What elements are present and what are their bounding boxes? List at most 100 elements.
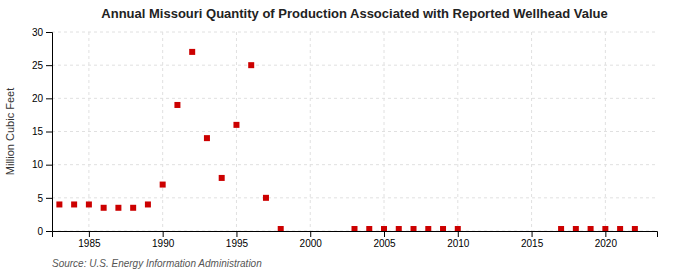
tick-mark bbox=[46, 231, 52, 232]
point bbox=[617, 226, 623, 231]
tick-mark bbox=[384, 231, 385, 237]
tick-label: 15 bbox=[32, 126, 44, 137]
point bbox=[263, 195, 269, 201]
point bbox=[588, 226, 594, 231]
point bbox=[278, 226, 284, 231]
point bbox=[86, 201, 92, 207]
grid-line-y bbox=[52, 131, 657, 132]
y-axis: 0 5 10 15 20 25 30 bbox=[32, 27, 53, 237]
point bbox=[632, 226, 638, 231]
tick-mark bbox=[46, 32, 52, 33]
tick: 2015 bbox=[521, 231, 544, 249]
tick: 1995 bbox=[226, 231, 249, 249]
point bbox=[602, 226, 608, 231]
grid-line-x bbox=[310, 32, 311, 231]
tick: 25 bbox=[32, 60, 52, 71]
tick-mark bbox=[310, 231, 311, 237]
tick: 1990 bbox=[152, 231, 175, 249]
tick-mark bbox=[236, 231, 237, 237]
axis-line bbox=[46, 33, 53, 232]
tick-mark bbox=[458, 231, 459, 237]
tick-mark bbox=[46, 65, 52, 66]
point bbox=[101, 205, 107, 211]
point bbox=[219, 175, 225, 181]
point bbox=[233, 122, 239, 128]
tick-mark bbox=[46, 198, 52, 199]
plot: 1985 1990 1995 2000 2005 2010 2015 2020 0 5 10 15 20… bbox=[32, 27, 658, 249]
tick-mark bbox=[46, 98, 52, 99]
point bbox=[425, 226, 431, 231]
tick-label: 1985 bbox=[78, 238, 101, 249]
point bbox=[455, 226, 461, 231]
tick: 20 bbox=[32, 93, 52, 104]
points bbox=[56, 49, 637, 231]
point bbox=[558, 226, 564, 231]
grid-line-x bbox=[531, 32, 532, 231]
grid-line-y bbox=[52, 197, 657, 198]
annotation: Source: U.S. Energy Information Administ… bbox=[52, 258, 262, 269]
point bbox=[115, 205, 121, 211]
point bbox=[396, 226, 402, 231]
y-axis-label: Million Cubic Feet bbox=[4, 88, 16, 175]
tick-mark bbox=[89, 231, 90, 237]
tick-mark bbox=[46, 132, 52, 133]
tick-label: 2020 bbox=[595, 238, 618, 249]
point bbox=[130, 205, 136, 211]
point bbox=[145, 201, 151, 207]
tick-label: 2015 bbox=[521, 238, 544, 249]
grid-line-x bbox=[236, 32, 237, 231]
tick-label: 2005 bbox=[373, 238, 396, 249]
tick: 1985 bbox=[78, 231, 101, 249]
point bbox=[189, 49, 195, 55]
tick-label: 2010 bbox=[447, 238, 470, 249]
tick-label: 5 bbox=[37, 193, 43, 204]
tick: 10 bbox=[32, 159, 52, 170]
grid-line-x bbox=[88, 32, 89, 231]
tick: 0 bbox=[37, 226, 52, 237]
grid bbox=[52, 32, 657, 231]
grid-line-y bbox=[52, 65, 657, 66]
tick: 2020 bbox=[595, 231, 618, 249]
chart: 1985 1990 1995 2000 2005 2010 2015 2020 0 5 10 15 20… bbox=[0, 0, 675, 275]
tick-label: 1990 bbox=[152, 238, 175, 249]
tick: 5 bbox=[37, 193, 52, 204]
axis-line bbox=[53, 232, 658, 238]
tick: 2000 bbox=[300, 231, 323, 249]
point bbox=[352, 226, 358, 231]
point bbox=[440, 226, 446, 231]
point bbox=[248, 62, 254, 68]
grid-line-x bbox=[384, 32, 385, 231]
grid-line-y bbox=[52, 98, 657, 99]
title: Annual Missouri Quantity of Production A… bbox=[101, 6, 607, 21]
point bbox=[573, 226, 579, 231]
point bbox=[204, 135, 210, 141]
grid-line-x bbox=[605, 32, 606, 231]
point bbox=[174, 102, 180, 108]
tick: 30 bbox=[32, 27, 52, 38]
grid-line-y bbox=[52, 32, 657, 33]
tick-mark bbox=[46, 165, 52, 166]
tick-label: 2000 bbox=[300, 238, 323, 249]
point bbox=[56, 201, 62, 207]
tick: 2005 bbox=[373, 231, 396, 249]
tick: 2010 bbox=[447, 231, 470, 249]
grid-line-y bbox=[52, 164, 657, 165]
tick: 15 bbox=[32, 126, 52, 137]
tick-label: 1995 bbox=[226, 238, 249, 249]
point bbox=[381, 226, 387, 231]
point bbox=[71, 201, 77, 207]
tick-label: 30 bbox=[32, 27, 44, 38]
tick-label: 0 bbox=[37, 226, 43, 237]
tick-mark bbox=[163, 231, 164, 237]
tick-label: 20 bbox=[32, 93, 44, 104]
tick-mark bbox=[532, 231, 533, 237]
tick-label: 25 bbox=[32, 60, 44, 71]
point bbox=[411, 226, 417, 231]
point bbox=[366, 226, 372, 231]
point bbox=[160, 182, 166, 188]
x-axis: 1985 1990 1995 2000 2005 2010 2015 2020 bbox=[53, 231, 658, 249]
tick-label: 10 bbox=[32, 159, 44, 170]
tick-mark bbox=[605, 231, 606, 237]
grid-line-x bbox=[162, 32, 163, 231]
grid-line-x bbox=[457, 32, 458, 231]
